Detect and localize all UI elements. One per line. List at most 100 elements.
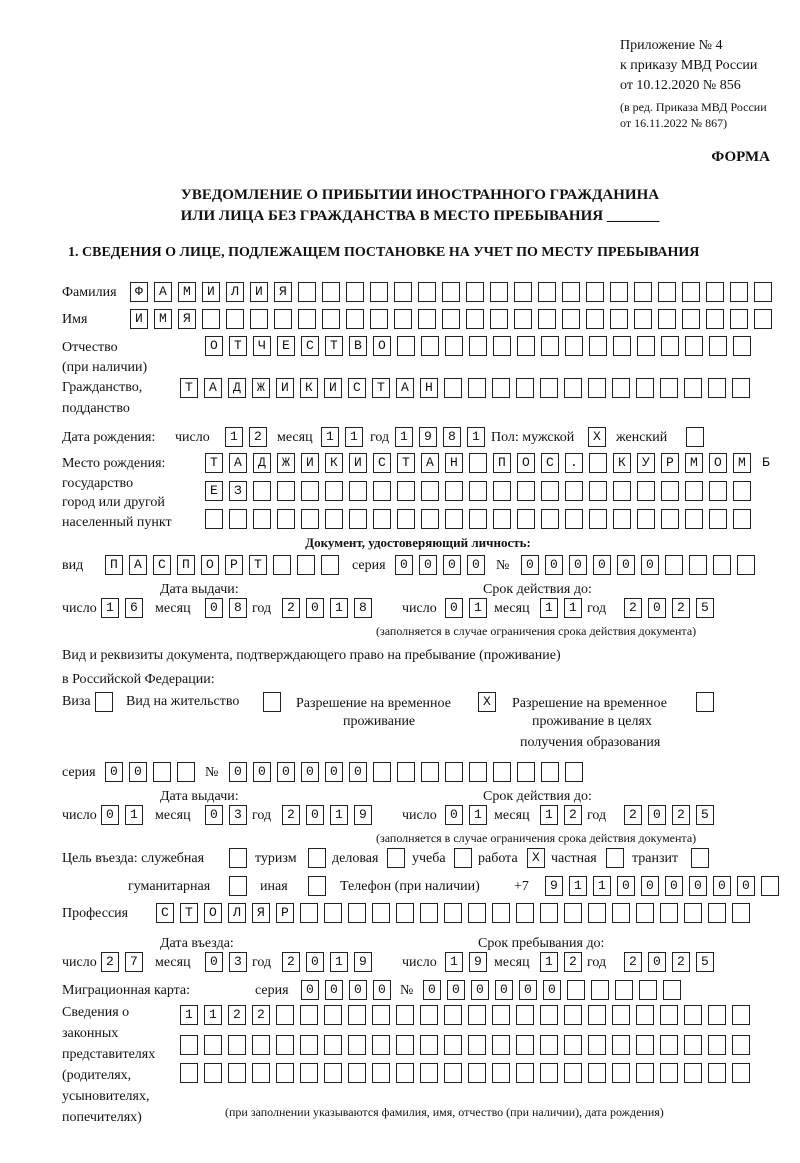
doc_number-cell[interactable] xyxy=(593,555,611,575)
surname-cell[interactable] xyxy=(634,282,652,302)
birth_place_3-cell[interactable] xyxy=(565,509,583,529)
citizenship-cell[interactable] xyxy=(468,378,486,398)
name-cell[interactable] xyxy=(514,309,532,329)
birth_place_3-cell[interactable] xyxy=(277,509,295,529)
rep_1-cell[interactable] xyxy=(516,1005,534,1025)
surname-cell[interactable] xyxy=(754,282,772,302)
doc_valid_year-cell[interactable] xyxy=(624,598,642,618)
rep_1-cell[interactable] xyxy=(468,1005,486,1025)
surname-cell[interactable] xyxy=(274,282,292,302)
birth_place_1-cell[interactable] xyxy=(541,453,559,473)
entry_year-cell[interactable] xyxy=(282,952,300,972)
res_issue_year-cell[interactable] xyxy=(330,805,348,825)
res_issue_year-cell[interactable] xyxy=(354,805,372,825)
p_study-cell[interactable] xyxy=(454,848,472,868)
rep_2-cell[interactable] xyxy=(252,1035,270,1055)
rep_1-cell[interactable] xyxy=(444,1005,462,1025)
p_business-cell[interactable] xyxy=(387,848,405,868)
name-cell[interactable] xyxy=(730,309,748,329)
profession-cell[interactable] xyxy=(636,903,654,923)
res_valid_month-cell[interactable] xyxy=(564,805,582,825)
birth_place_2-cell[interactable] xyxy=(277,481,295,501)
profession-cell[interactable] xyxy=(372,903,390,923)
doc_number-cell[interactable] xyxy=(713,555,731,575)
entry_year-cell[interactable] xyxy=(306,952,324,972)
rep_1-cell[interactable] xyxy=(348,1005,366,1025)
rep_1-cell[interactable] xyxy=(588,1005,606,1025)
res_series-cell[interactable] xyxy=(153,762,171,782)
mc_series-cell[interactable] xyxy=(349,980,367,1000)
profession-cell[interactable] xyxy=(324,903,342,923)
name-cell[interactable] xyxy=(634,309,652,329)
phone-cell[interactable] xyxy=(689,876,707,896)
rep_3-cell[interactable] xyxy=(228,1063,246,1083)
sex_male-cell[interactable] xyxy=(588,427,606,447)
citizenship-cell[interactable] xyxy=(324,378,342,398)
birth_place_3-cell[interactable] xyxy=(325,509,343,529)
rep_2-cell[interactable] xyxy=(204,1035,222,1055)
citizenship-cell[interactable] xyxy=(204,378,222,398)
name-cell[interactable] xyxy=(274,309,292,329)
rep_3-cell[interactable] xyxy=(204,1063,222,1083)
surname-cell[interactable] xyxy=(514,282,532,302)
res_issue_day-cell[interactable] xyxy=(125,805,143,825)
profession-cell[interactable] xyxy=(396,903,414,923)
birth_month-cell[interactable] xyxy=(321,427,339,447)
birth_place_3-cell[interactable] xyxy=(421,509,439,529)
surname-cell[interactable] xyxy=(250,282,268,302)
birth_place_2-cell[interactable] xyxy=(373,481,391,501)
doc_kind-cell[interactable] xyxy=(321,555,339,575)
doc_number-cell[interactable] xyxy=(737,555,755,575)
surname-cell[interactable] xyxy=(322,282,340,302)
citizenship-cell[interactable] xyxy=(252,378,270,398)
patronymic-cell[interactable] xyxy=(205,336,223,356)
rep_2-cell[interactable] xyxy=(588,1035,606,1055)
res_number-cell[interactable] xyxy=(445,762,463,782)
rep_3-cell[interactable] xyxy=(420,1063,438,1083)
name-cell[interactable] xyxy=(658,309,676,329)
phone-cell[interactable] xyxy=(593,876,611,896)
patronymic-cell[interactable] xyxy=(421,336,439,356)
doc_number-cell[interactable] xyxy=(569,555,587,575)
birth_place_2-cell[interactable] xyxy=(253,481,271,501)
doc_issue_year-cell[interactable] xyxy=(330,598,348,618)
birth_place_2-cell[interactable] xyxy=(325,481,343,501)
citizenship-cell[interactable] xyxy=(684,378,702,398)
birth_place_2-cell[interactable] xyxy=(541,481,559,501)
surname-cell[interactable] xyxy=(658,282,676,302)
rep_1-cell[interactable] xyxy=(732,1005,750,1025)
profession-cell[interactable] xyxy=(564,903,582,923)
stay_month-cell[interactable] xyxy=(564,952,582,972)
profession-cell[interactable] xyxy=(276,903,294,923)
citizenship-cell[interactable] xyxy=(612,378,630,398)
rep_1-cell[interactable] xyxy=(540,1005,558,1025)
entry_day-cell[interactable] xyxy=(101,952,119,972)
rep_2-cell[interactable] xyxy=(300,1035,318,1055)
doc_kind-cell[interactable] xyxy=(273,555,291,575)
profession-cell[interactable] xyxy=(204,903,222,923)
rep_2-cell[interactable] xyxy=(324,1035,342,1055)
mc_series-cell[interactable] xyxy=(301,980,319,1000)
birth_place_3-cell[interactable] xyxy=(469,509,487,529)
citizenship-cell[interactable] xyxy=(420,378,438,398)
birth_day-cell[interactable] xyxy=(225,427,243,447)
surname-cell[interactable] xyxy=(394,282,412,302)
res_issue_day-cell[interactable] xyxy=(101,805,119,825)
rep_3-cell[interactable] xyxy=(588,1063,606,1083)
birth_place_1-cell[interactable] xyxy=(349,453,367,473)
patronymic-cell[interactable] xyxy=(733,336,751,356)
res_valid_year-cell[interactable] xyxy=(648,805,666,825)
rep_2-cell[interactable] xyxy=(684,1035,702,1055)
mc_number-cell[interactable] xyxy=(591,980,609,1000)
rep_3-cell[interactable] xyxy=(396,1063,414,1083)
doc_valid_year-cell[interactable] xyxy=(648,598,666,618)
p_humanitarian-cell[interactable] xyxy=(229,876,247,896)
profession-cell[interactable] xyxy=(300,903,318,923)
name-cell[interactable] xyxy=(322,309,340,329)
profession-cell[interactable] xyxy=(252,903,270,923)
rep_2-cell[interactable] xyxy=(492,1035,510,1055)
birth_place_1-cell[interactable] xyxy=(637,453,655,473)
patronymic-cell[interactable] xyxy=(469,336,487,356)
rep_1-cell[interactable] xyxy=(564,1005,582,1025)
mc_series-cell[interactable] xyxy=(373,980,391,1000)
